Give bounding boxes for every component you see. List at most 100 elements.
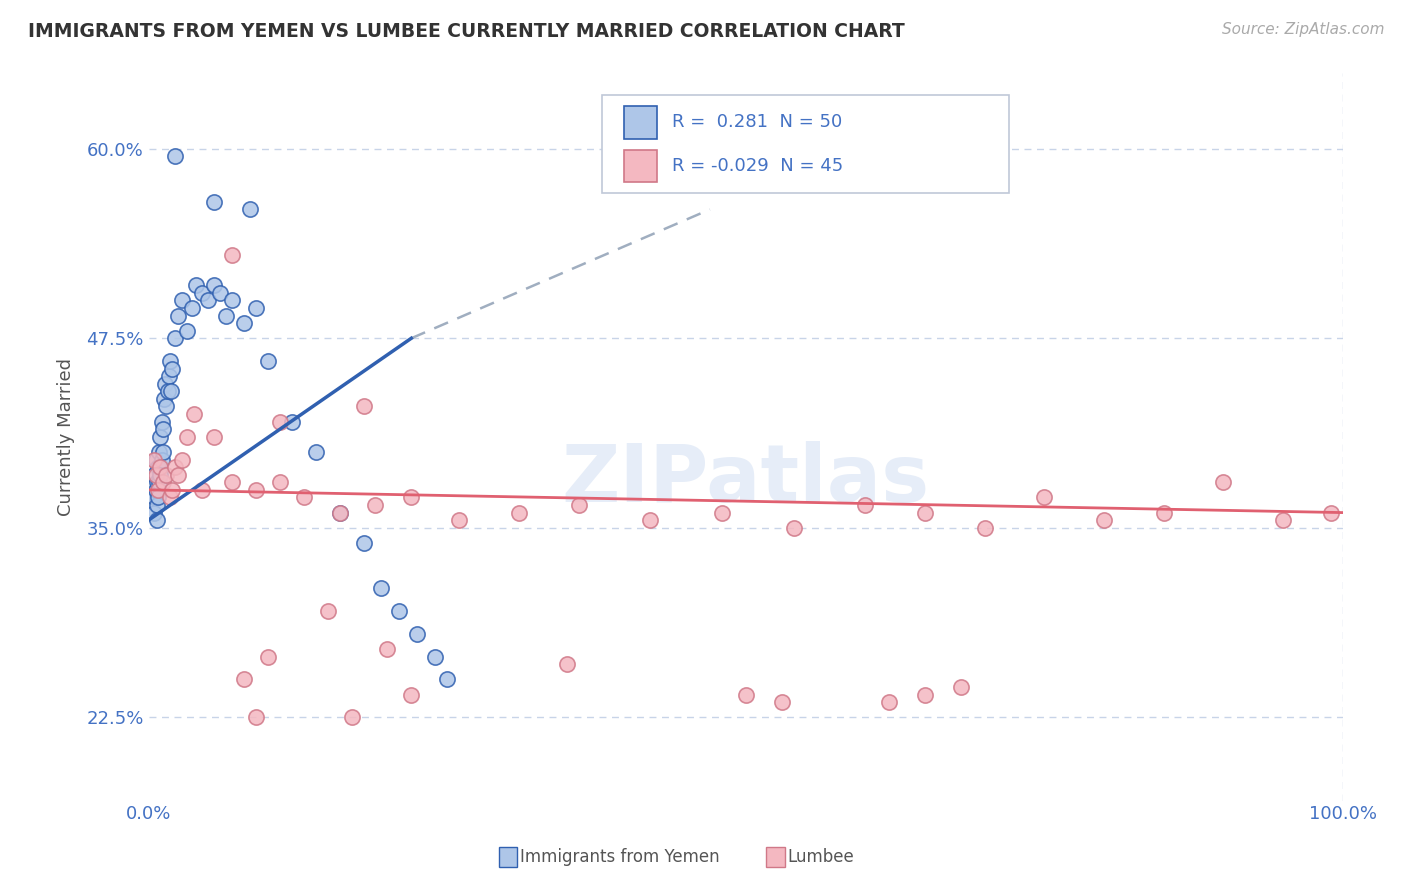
Point [183, 407, 205, 421]
Point [176, 324, 198, 338]
Point [914, 506, 936, 520]
Point [245, 710, 267, 724]
Point [782, 521, 804, 535]
Point [292, 491, 315, 505]
Point [257, 649, 280, 664]
Point [209, 285, 232, 300]
Point [914, 688, 936, 702]
Point [949, 680, 972, 694]
Point [353, 400, 375, 414]
Point [159, 354, 181, 368]
Point [162, 483, 184, 497]
Point [1212, 475, 1234, 490]
Point [364, 498, 387, 512]
Point [877, 695, 900, 709]
Point [155, 400, 177, 414]
Point [146, 498, 169, 512]
Point [406, 627, 429, 641]
Point [197, 293, 219, 308]
Point [638, 513, 661, 527]
Point [176, 430, 198, 444]
Point [329, 506, 352, 520]
Point [163, 460, 186, 475]
Point [148, 475, 170, 490]
Point [146, 491, 169, 505]
Point [162, 361, 184, 376]
Point [186, 278, 208, 293]
Point [353, 536, 375, 550]
Point [269, 415, 291, 429]
Point [245, 301, 267, 315]
Point [143, 452, 166, 467]
Point [170, 293, 193, 308]
Point [770, 695, 793, 709]
Point [191, 285, 214, 300]
Point [245, 483, 267, 497]
Point [146, 460, 169, 475]
Text: Lumbee: Lumbee [787, 848, 853, 866]
Point [191, 483, 214, 497]
Text: R = -0.029  N = 45: R = -0.029 N = 45 [672, 157, 844, 175]
Point [152, 475, 174, 490]
Point [160, 384, 183, 399]
Point [1272, 513, 1295, 527]
Point [401, 491, 423, 505]
FancyBboxPatch shape [602, 95, 1008, 193]
Point [257, 354, 280, 368]
Text: IMMIGRANTS FROM YEMEN VS LUMBEE CURRENTLY MARRIED CORRELATION CHART: IMMIGRANTS FROM YEMEN VS LUMBEE CURRENTL… [28, 22, 905, 41]
Point [1033, 491, 1056, 505]
Point [401, 688, 423, 702]
Point [388, 604, 411, 618]
Point [221, 293, 243, 308]
Point [202, 430, 225, 444]
Point [1320, 506, 1343, 520]
Point [305, 445, 328, 459]
Point [149, 430, 172, 444]
Point [734, 688, 756, 702]
Point [1153, 506, 1175, 520]
Point [159, 491, 181, 505]
Point [853, 498, 876, 512]
Point [202, 194, 225, 209]
Bar [624, 150, 658, 183]
Bar [624, 106, 658, 139]
Point [170, 452, 193, 467]
Point [152, 422, 174, 436]
Y-axis label: Currently Married: Currently Married [58, 358, 75, 516]
Point [215, 309, 238, 323]
Point [167, 467, 190, 482]
Point [1092, 513, 1115, 527]
Point [145, 467, 167, 482]
Point [710, 506, 733, 520]
Point [143, 506, 166, 520]
Text: Immigrants from Yemen: Immigrants from Yemen [520, 848, 720, 866]
Point [508, 506, 530, 520]
Point [567, 498, 589, 512]
Text: Source: ZipAtlas.com: Source: ZipAtlas.com [1222, 22, 1385, 37]
Point [157, 369, 180, 384]
Point [221, 475, 243, 490]
Point [239, 202, 262, 217]
Point [143, 491, 166, 505]
Point [233, 316, 256, 330]
Point [150, 415, 173, 429]
Point [149, 467, 172, 482]
Point [340, 710, 363, 724]
Point [233, 673, 256, 687]
Point [180, 301, 202, 315]
Point [156, 384, 179, 399]
Point [145, 483, 167, 497]
Point [163, 331, 186, 345]
Point [148, 445, 170, 459]
Point [425, 649, 447, 664]
Point [555, 657, 578, 672]
Text: ZIPatlas: ZIPatlas [561, 442, 929, 519]
Point [150, 452, 173, 467]
Point [146, 483, 169, 497]
Point [436, 673, 458, 687]
Point [973, 521, 995, 535]
Point [269, 475, 291, 490]
Point [377, 642, 399, 657]
Point [370, 582, 392, 596]
Text: R =  0.281  N = 50: R = 0.281 N = 50 [672, 113, 842, 131]
